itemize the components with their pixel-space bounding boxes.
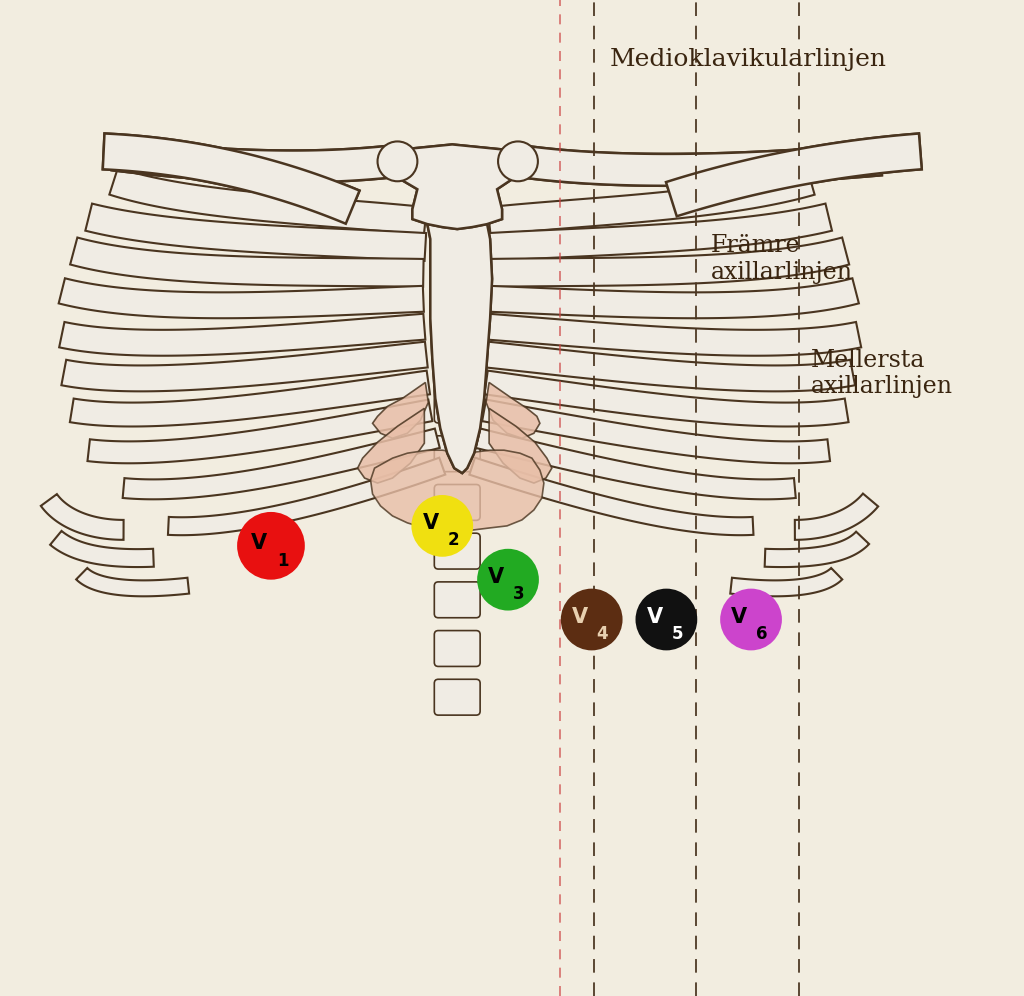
- Polygon shape: [112, 138, 394, 182]
- Polygon shape: [50, 531, 154, 567]
- Polygon shape: [76, 568, 189, 597]
- Polygon shape: [469, 457, 754, 535]
- Polygon shape: [485, 342, 855, 391]
- Text: Medioklavikularlinjen: Medioklavikularlinjen: [609, 48, 887, 71]
- Polygon shape: [102, 133, 359, 224]
- FancyBboxPatch shape: [434, 484, 480, 520]
- Polygon shape: [427, 224, 493, 473]
- Text: 2: 2: [447, 532, 459, 550]
- Text: V: V: [488, 567, 504, 588]
- Circle shape: [412, 495, 473, 557]
- Polygon shape: [487, 168, 815, 235]
- Text: 1: 1: [278, 552, 289, 570]
- FancyBboxPatch shape: [434, 630, 480, 666]
- Text: V: V: [251, 533, 267, 553]
- Polygon shape: [489, 408, 552, 483]
- Circle shape: [561, 589, 623, 650]
- Text: V: V: [731, 607, 748, 627]
- Text: V: V: [423, 513, 438, 534]
- FancyBboxPatch shape: [434, 582, 480, 618]
- FancyBboxPatch shape: [434, 436, 480, 472]
- Circle shape: [238, 512, 305, 580]
- Polygon shape: [488, 278, 859, 319]
- FancyBboxPatch shape: [434, 533, 480, 569]
- Polygon shape: [110, 168, 427, 235]
- FancyBboxPatch shape: [434, 241, 480, 277]
- FancyBboxPatch shape: [434, 387, 480, 423]
- Text: 3: 3: [513, 586, 524, 604]
- Text: 4: 4: [597, 625, 608, 643]
- Polygon shape: [383, 144, 522, 229]
- Polygon shape: [357, 408, 424, 483]
- Polygon shape: [487, 314, 861, 356]
- Polygon shape: [765, 532, 869, 567]
- Text: V: V: [571, 607, 588, 627]
- Polygon shape: [123, 428, 439, 499]
- Polygon shape: [488, 237, 849, 287]
- Polygon shape: [61, 342, 428, 391]
- Polygon shape: [666, 133, 922, 216]
- Circle shape: [477, 549, 539, 611]
- Polygon shape: [383, 144, 522, 229]
- Polygon shape: [482, 399, 830, 463]
- Text: 6: 6: [756, 625, 768, 643]
- Polygon shape: [795, 494, 879, 540]
- Polygon shape: [373, 382, 428, 438]
- Circle shape: [378, 141, 418, 181]
- Polygon shape: [59, 314, 425, 356]
- Polygon shape: [476, 428, 796, 499]
- Text: 5: 5: [672, 625, 683, 643]
- FancyBboxPatch shape: [434, 339, 480, 374]
- Polygon shape: [70, 371, 430, 426]
- Polygon shape: [58, 278, 424, 319]
- Polygon shape: [168, 458, 445, 535]
- Circle shape: [720, 589, 782, 650]
- Polygon shape: [427, 224, 493, 473]
- Polygon shape: [520, 143, 882, 186]
- FancyBboxPatch shape: [434, 679, 480, 715]
- FancyBboxPatch shape: [434, 290, 480, 326]
- Circle shape: [636, 589, 697, 650]
- Polygon shape: [71, 237, 424, 287]
- Polygon shape: [371, 450, 544, 532]
- Polygon shape: [520, 143, 882, 186]
- Text: Mellersta
axillarlinjen: Mellersta axillarlinjen: [811, 349, 952, 398]
- Polygon shape: [102, 133, 359, 224]
- Polygon shape: [488, 203, 831, 261]
- Polygon shape: [486, 382, 540, 438]
- Polygon shape: [112, 138, 394, 182]
- Polygon shape: [666, 133, 922, 216]
- Text: V: V: [646, 607, 663, 627]
- Text: Främre
axillarlinjen: Främre axillarlinjen: [712, 234, 853, 284]
- Polygon shape: [484, 371, 849, 426]
- Polygon shape: [730, 568, 843, 597]
- Polygon shape: [41, 494, 124, 540]
- Circle shape: [498, 141, 538, 181]
- Polygon shape: [85, 203, 426, 261]
- Polygon shape: [87, 399, 432, 463]
